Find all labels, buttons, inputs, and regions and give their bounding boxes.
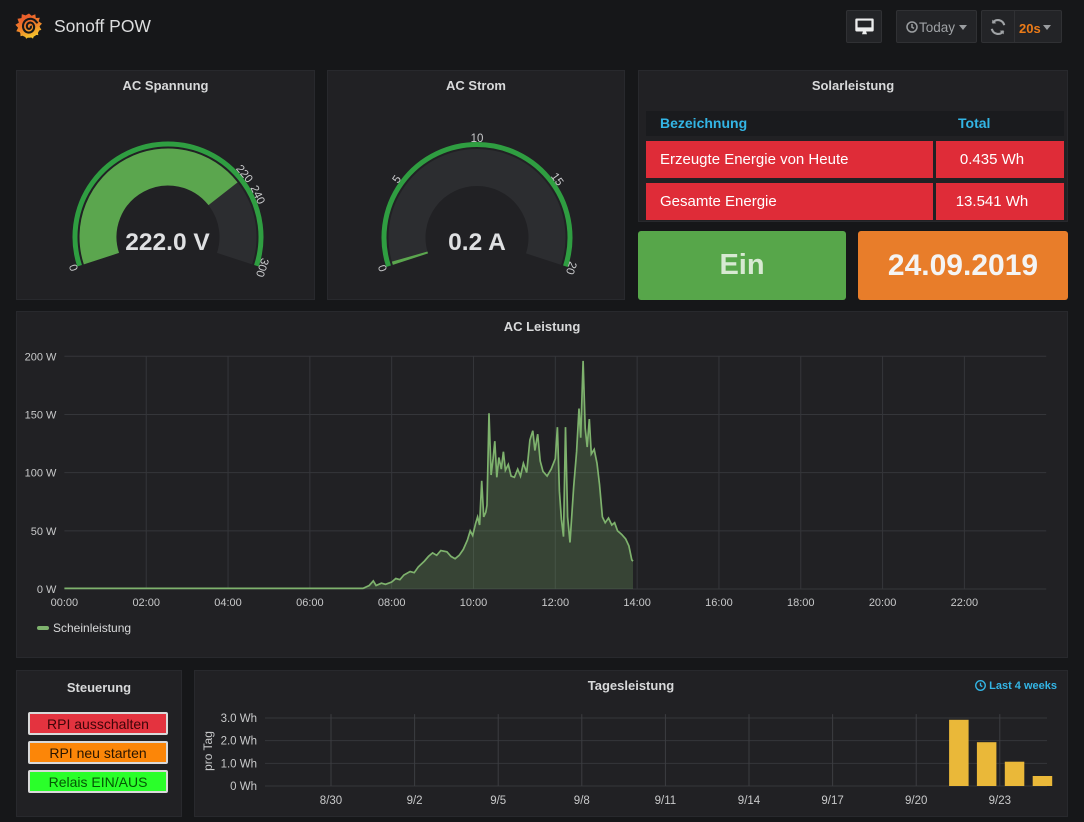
svg-text:10:00: 10:00 <box>460 597 488 609</box>
svg-text:20: 20 <box>563 260 578 276</box>
svg-text:20:00: 20:00 <box>869 597 897 609</box>
svg-text:1.0 Wh: 1.0 Wh <box>221 758 257 770</box>
svg-text:04:00: 04:00 <box>214 597 242 609</box>
svg-text:9/11: 9/11 <box>655 795 677 807</box>
svg-text:15: 15 <box>548 171 565 188</box>
svg-text:pro Tag: pro Tag <box>201 731 215 771</box>
svg-text:0 W: 0 W <box>37 584 57 596</box>
svg-text:222.0 V: 222.0 V <box>125 229 210 256</box>
svg-text:100 W: 100 W <box>25 468 57 480</box>
svg-text:9/17: 9/17 <box>821 795 843 807</box>
svg-text:200 W: 200 W <box>25 351 57 363</box>
svg-text:18:00: 18:00 <box>787 597 815 609</box>
svg-text:8/30: 8/30 <box>320 795 342 807</box>
svg-text:9/2: 9/2 <box>407 795 423 807</box>
svg-text:50 W: 50 W <box>31 526 57 538</box>
svg-text:9/5: 9/5 <box>490 795 506 807</box>
svg-text:9/8: 9/8 <box>574 795 590 807</box>
svg-text:2.0 Wh: 2.0 Wh <box>221 736 257 748</box>
svg-text:0.2 A: 0.2 A <box>448 229 506 256</box>
svg-text:10: 10 <box>471 133 484 145</box>
svg-text:0: 0 <box>68 263 81 273</box>
svg-text:16:00: 16:00 <box>705 597 733 609</box>
svg-text:22:00: 22:00 <box>951 597 979 609</box>
svg-text:3.0 Wh: 3.0 Wh <box>221 713 257 725</box>
svg-text:150 W: 150 W <box>25 409 57 421</box>
svg-text:02:00: 02:00 <box>132 597 160 609</box>
svg-text:14:00: 14:00 <box>623 597 651 609</box>
svg-text:9/23: 9/23 <box>989 795 1011 807</box>
svg-text:08:00: 08:00 <box>378 597 406 609</box>
svg-text:00:00: 00:00 <box>51 597 79 609</box>
svg-text:0: 0 <box>377 263 390 273</box>
svg-text:300: 300 <box>253 256 270 278</box>
svg-text:9/14: 9/14 <box>738 795 761 807</box>
svg-text:12:00: 12:00 <box>542 597 570 609</box>
svg-text:06:00: 06:00 <box>296 597 324 609</box>
svg-text:9/20: 9/20 <box>905 795 927 807</box>
svg-text:0 Wh: 0 Wh <box>230 781 257 793</box>
